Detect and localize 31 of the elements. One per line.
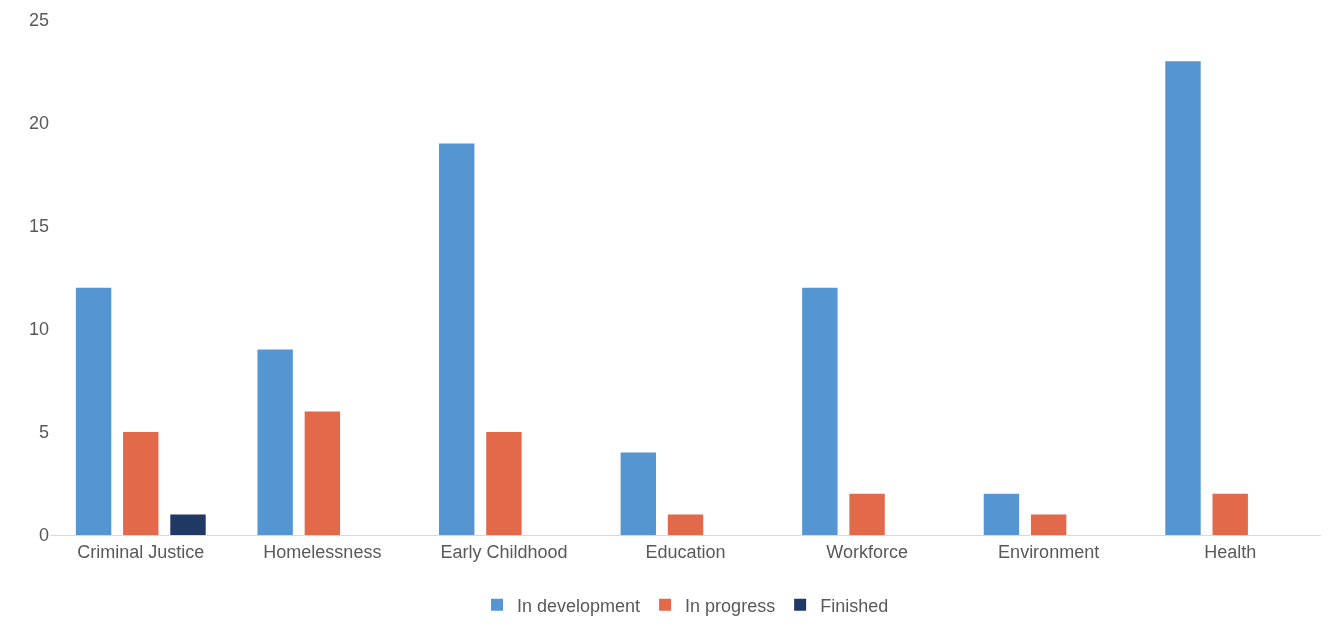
y-tick-label: 25 [28,10,49,31]
y-tick-label: 5 [38,422,49,443]
bar [802,287,838,535]
bar [75,287,112,535]
bar [983,493,1020,535]
y-tick-label: 0 [38,525,49,546]
y-tick-label: 10 [28,319,49,340]
bar [1030,514,1067,535]
bar [304,411,341,535]
x-tick-label: Environment [998,541,1100,562]
x-tick-label: Health [1204,541,1257,562]
legend-label: In progress [685,595,776,616]
x-tick-label: Homelessness [263,541,382,562]
x-tick-label: Early Childhood [440,541,568,562]
bar [620,452,656,535]
bar [439,143,475,535]
x-tick-label: Education [645,541,726,562]
bar [849,493,885,535]
bar [1212,493,1248,535]
legend-label: Finished [820,595,889,616]
bar [123,432,159,535]
x-tick-label: Workforce [826,541,908,562]
x-tick-label: Criminal Justice [77,541,205,562]
y-tick-label: 15 [28,216,49,237]
bar [257,349,293,535]
bar [486,432,522,535]
legend-label: In development [517,595,641,616]
bar [1165,61,1201,535]
bar [170,514,206,535]
bar [667,514,704,535]
y-tick-label: 20 [28,113,49,134]
